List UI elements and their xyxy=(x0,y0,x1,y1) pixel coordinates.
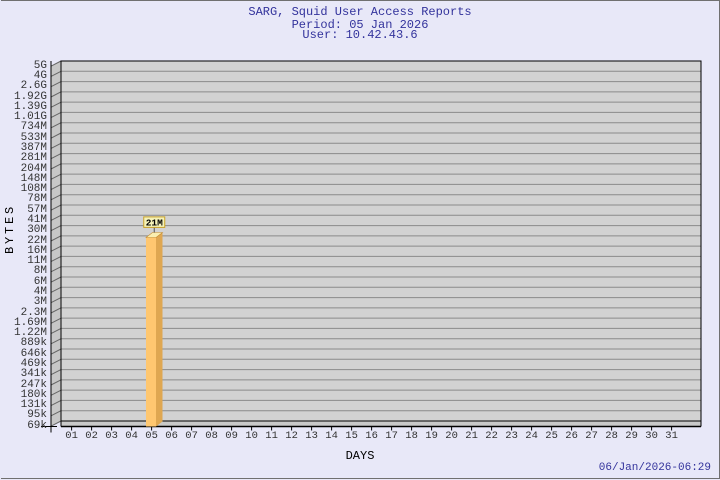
svg-text:21M: 21M xyxy=(146,217,163,228)
